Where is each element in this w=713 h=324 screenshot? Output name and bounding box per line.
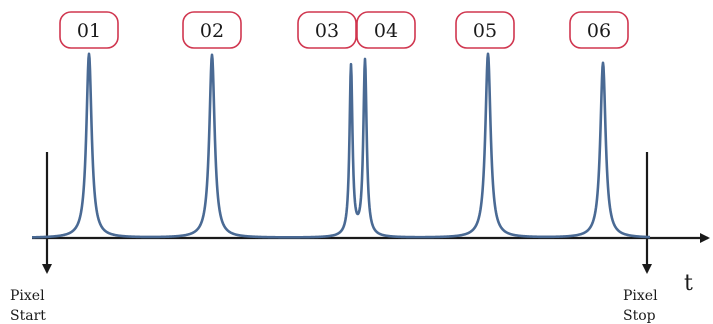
pulse-badge-06: 06	[570, 12, 628, 48]
pulse-badges: 01 02 03 04 05 06	[60, 12, 628, 48]
pulse-badge-05: 05	[456, 12, 514, 48]
time-axis-label: t	[684, 271, 693, 296]
pulse-label: 05	[473, 20, 497, 42]
pixel-start-label-line2: Start	[10, 308, 46, 324]
pixel-stop-label-line1: Pixel	[623, 288, 658, 304]
pulse-label: 02	[200, 20, 224, 42]
pulse-label: 06	[587, 20, 611, 42]
signal-trace	[32, 54, 650, 238]
pulse-badge-01: 01	[60, 12, 118, 48]
pulse-label: 04	[374, 20, 398, 42]
pulse-badge-03: 03	[298, 12, 356, 48]
pixel-stop-label-line2: Stop	[623, 308, 656, 324]
pixel-start-label-line1: Pixel	[10, 288, 45, 304]
pulse-label: 03	[315, 20, 339, 42]
pulse-badge-02: 02	[183, 12, 241, 48]
pulse-label: 01	[77, 20, 101, 42]
pulse-badge-04: 04	[357, 12, 415, 48]
